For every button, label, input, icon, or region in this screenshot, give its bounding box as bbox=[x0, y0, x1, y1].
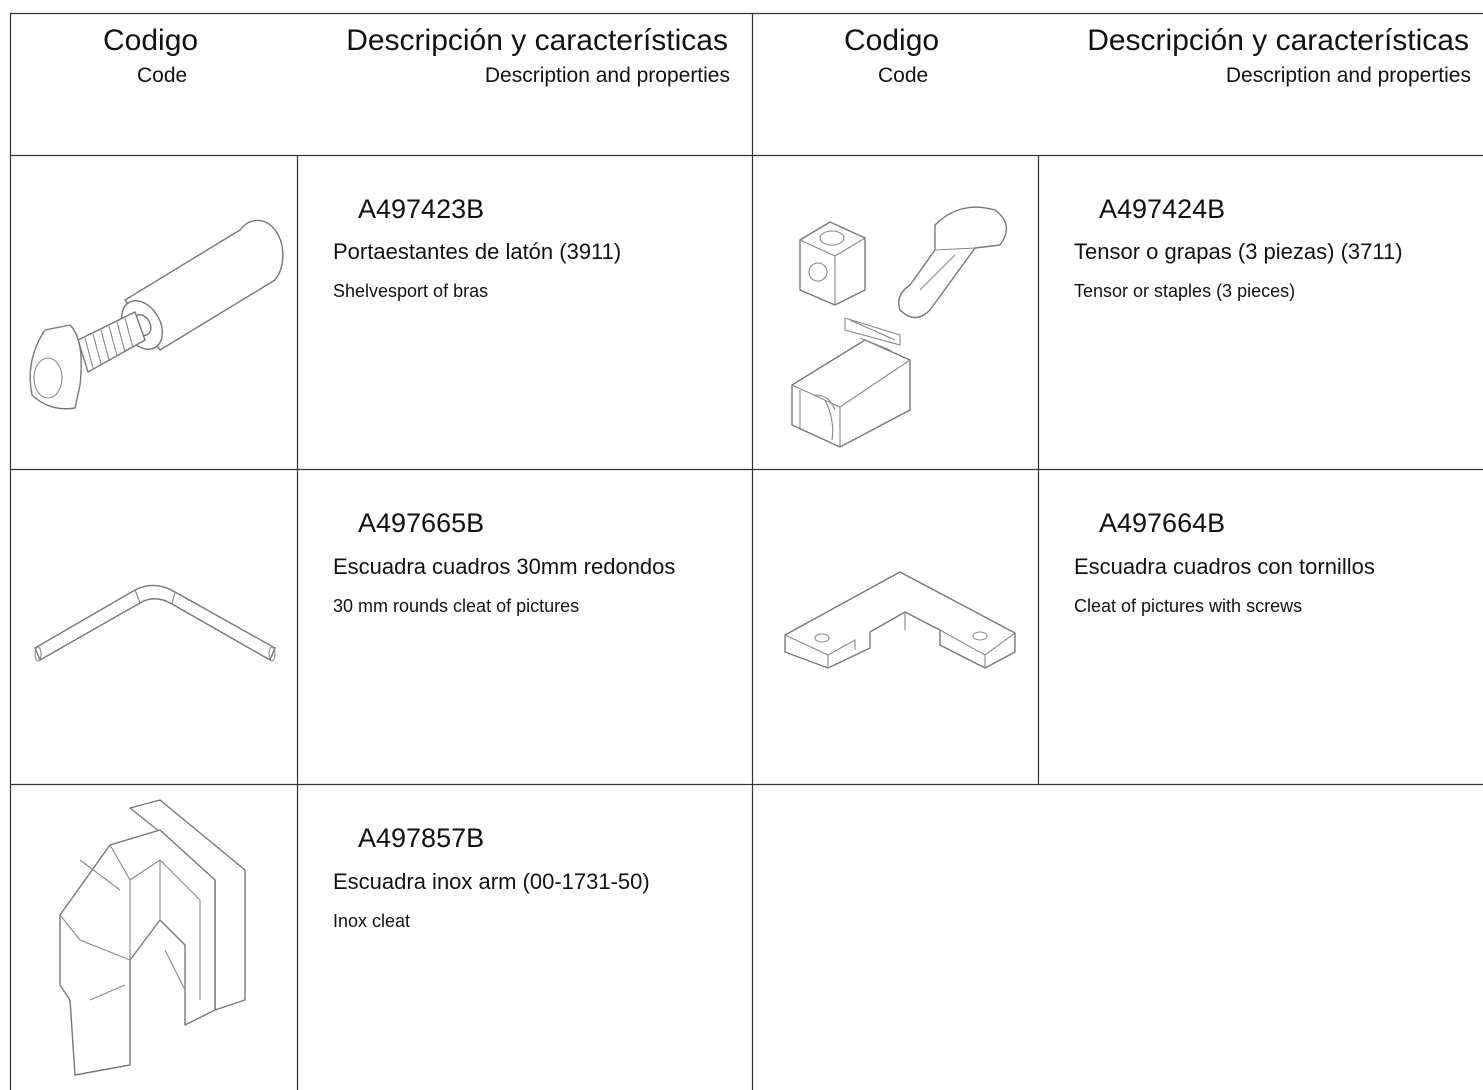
item-name: Escuadra inox arm (00-1731-50) bbox=[333, 869, 650, 894]
item-code: A497857B bbox=[358, 823, 485, 853]
item-code: A497665B bbox=[358, 508, 485, 538]
item-name-en: Inox cleat bbox=[333, 911, 411, 931]
header-desc-en: Description and properties bbox=[1225, 64, 1471, 87]
item-code: A497664B bbox=[1099, 508, 1226, 538]
header-code: Codigo bbox=[103, 24, 199, 57]
item-name-en: Shelvesport of bras bbox=[333, 281, 489, 301]
item-drawing bbox=[791, 206, 1008, 448]
item-code: A497423B bbox=[358, 194, 485, 224]
item-drawing bbox=[29, 219, 284, 410]
item-name-en: Tensor or staples (3 pieces) bbox=[1074, 281, 1296, 301]
item-name: Escuadra cuadros con tornillos bbox=[1074, 554, 1375, 579]
item-drawing bbox=[34, 584, 276, 662]
grid-lines bbox=[9, 12, 1483, 1090]
item-name: Portaestantes de latón (3911) bbox=[333, 239, 622, 264]
header-code-en: Code bbox=[878, 64, 929, 87]
header-desc: Descripción y características bbox=[1087, 24, 1469, 57]
header-desc-en: Description and properties bbox=[484, 64, 730, 87]
item-name: Escuadra cuadros 30mm redondos bbox=[333, 554, 676, 579]
item-drawing bbox=[784, 571, 1016, 669]
item-drawing bbox=[59, 799, 246, 1076]
header-desc: Descripción y características bbox=[346, 24, 728, 57]
item-name-en: 30 mm rounds cleat of pictures bbox=[333, 596, 580, 616]
header-code: Codigo bbox=[844, 24, 940, 57]
header-code-en: Code bbox=[137, 64, 188, 87]
item-code: A497424B bbox=[1099, 194, 1226, 224]
item-name: Tensor o grapas (3 piezas) (3711) bbox=[1074, 239, 1403, 264]
item-name-en: Cleat of pictures with screws bbox=[1074, 596, 1303, 616]
